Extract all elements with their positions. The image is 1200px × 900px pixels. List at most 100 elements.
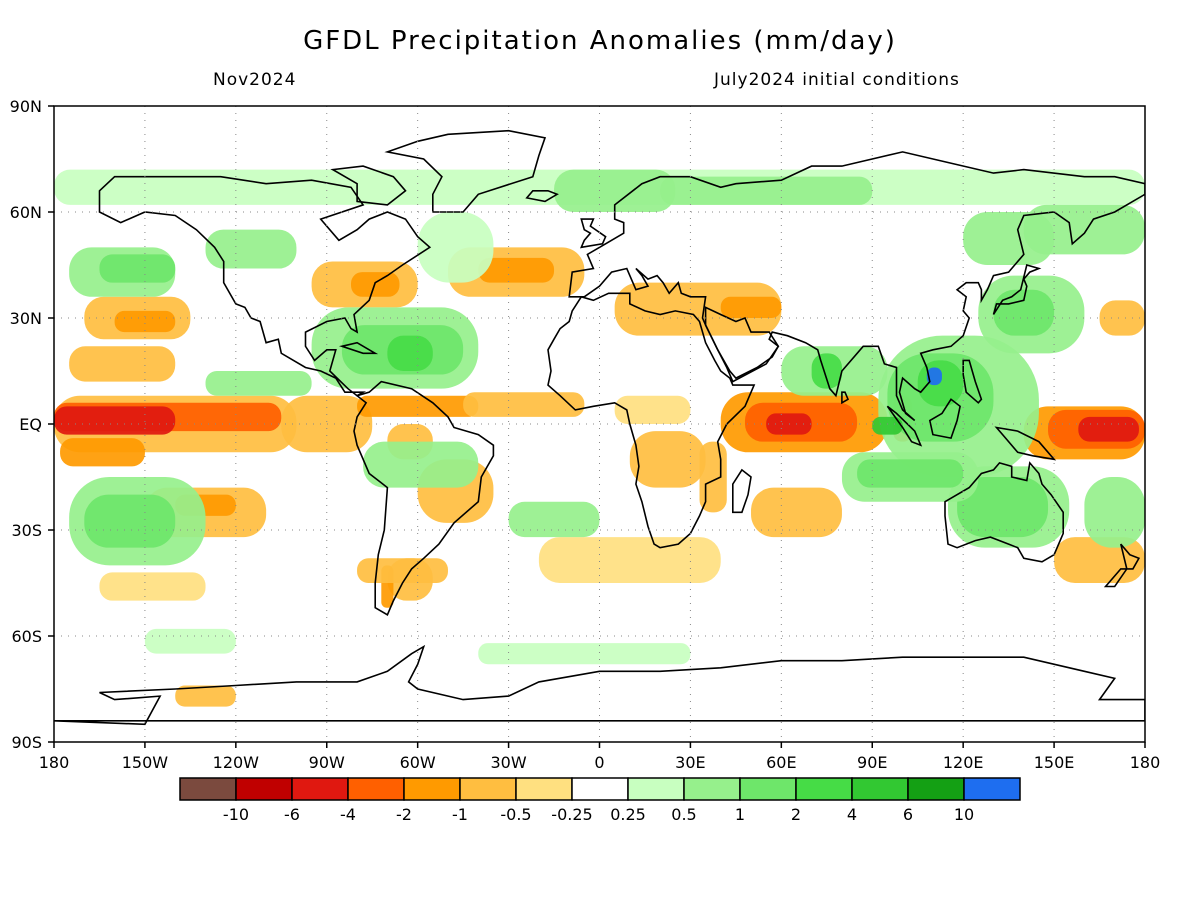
coastline-baffin-island [330,165,407,206]
lon-tick-label: 0 [594,753,604,772]
anomaly-patch [957,477,1049,538]
anomaly-patch [357,395,479,417]
lat-tick-label: 30N [10,309,42,328]
colorbar-label: 0.25 [610,805,646,824]
anomaly-patch [60,438,145,467]
init-conditions-label: July2024 initial conditions [714,70,960,90]
anomaly-patch [1078,416,1139,442]
colorbar-swatch [739,777,797,801]
anomaly-patch [538,537,721,583]
coastline-sumatra [886,405,923,447]
anomaly-patch [614,282,782,336]
colorbar-swatch [459,777,517,801]
anomaly-patch [478,643,691,665]
valid-month-label: Nov2024 [213,70,297,90]
colorbar-swatch [795,777,853,801]
anomaly-patch [463,392,585,417]
lat-tick-label: 60N [10,203,42,222]
colorbar-label: -0.5 [500,805,531,824]
colorbar-swatch [347,777,405,801]
anomaly-patch [926,367,942,386]
coastline-australia [944,461,1064,563]
colorbar-swatch [515,777,573,801]
anomaly-patch [508,501,600,538]
colorbar-label: 10 [954,805,974,824]
lat-tick-label: 30S [11,521,42,540]
anomaly-patch [857,459,964,488]
coastline-africa [547,292,756,549]
lat-tick-label: EQ [19,415,42,434]
colorbar-swatch [235,777,293,801]
coastline-sri-lanka [841,391,850,405]
lon-tick-label: 180 [1130,753,1161,772]
lon-tick-label: 90E [857,753,887,772]
anomaly-patch [99,572,206,601]
coastline-arabia [704,306,780,380]
lat-tick-label: 60S [11,627,42,646]
colorbar-label: -10 [223,805,249,824]
colorbar-swatch [627,777,685,801]
anomaly-patch [629,431,706,488]
coastline-iceland [525,190,559,203]
anomaly-patch [114,310,176,333]
anomaly-patch [751,487,842,538]
lon-tick-label: 150W [122,753,169,772]
coastline-eurasia [568,151,1145,422]
lon-tick-label: 150E [1034,753,1075,772]
colorbar-label: 4 [847,805,857,824]
colorbar-label: 2 [791,805,801,824]
lon-tick-label: 90W [309,753,345,772]
anomaly-patch [99,254,176,283]
anomaly-patch [478,257,555,283]
map-title: GFDL Precipitation Anomalies (mm/day) [303,26,897,56]
colorbar-swatch [683,777,741,801]
colorbar-label: 0.5 [671,805,696,824]
coastline-new-guinea [994,426,1057,461]
anomaly-patch [699,441,727,513]
anomaly-patch [1023,204,1145,255]
coastline-antarctica [54,644,1145,726]
anomaly-patch [281,395,373,453]
anomaly-patch [84,494,176,548]
anomaly-patch [205,229,297,269]
coastline-cuba [338,341,379,355]
colorbar-label: 1 [735,805,745,824]
coastline-madagascar [731,468,752,514]
anomaly-patch [205,371,312,396]
lon-tick-label: 30E [675,753,705,772]
lon-tick-label: 120W [213,753,260,772]
colorbar-swatch [179,777,237,801]
coastline-new-zealand [1103,543,1141,588]
lat-tick-label: 90N [10,97,42,116]
coastline-british-isles [579,218,607,249]
colorbar-label: -4 [340,805,356,824]
anomaly-patch [614,395,691,424]
anomaly-patch [811,353,842,389]
colorbar-swatch [571,777,629,801]
anomaly-patch [917,360,964,407]
anomaly-patch [175,685,236,707]
colorbar-label: -6 [284,805,300,824]
lon-tick-label: 120E [943,753,984,772]
colorbar-label: -0.25 [551,805,592,824]
coastline-greenland [384,129,547,213]
anomaly-patch [720,296,782,318]
anomaly-patch [554,169,676,212]
anomaly-patch [1084,477,1145,548]
colorbar-swatch [403,777,461,801]
anomaly-patch [363,441,479,488]
coastline-borneo [928,398,961,440]
anomaly-patch [357,558,448,583]
anomaly-patch [993,289,1055,336]
coastline-philippines [962,359,983,404]
colorbar-swatch [963,777,1021,801]
anomaly-patch [69,346,176,382]
colorbar-label: 6 [903,805,913,824]
anomaly-patch [54,406,176,435]
anomaly-patch [417,212,494,283]
coastline-south-america [353,380,495,616]
colorbar-label: -1 [452,805,468,824]
coastline-japan [992,264,1042,315]
colorbar-swatch [291,777,349,801]
